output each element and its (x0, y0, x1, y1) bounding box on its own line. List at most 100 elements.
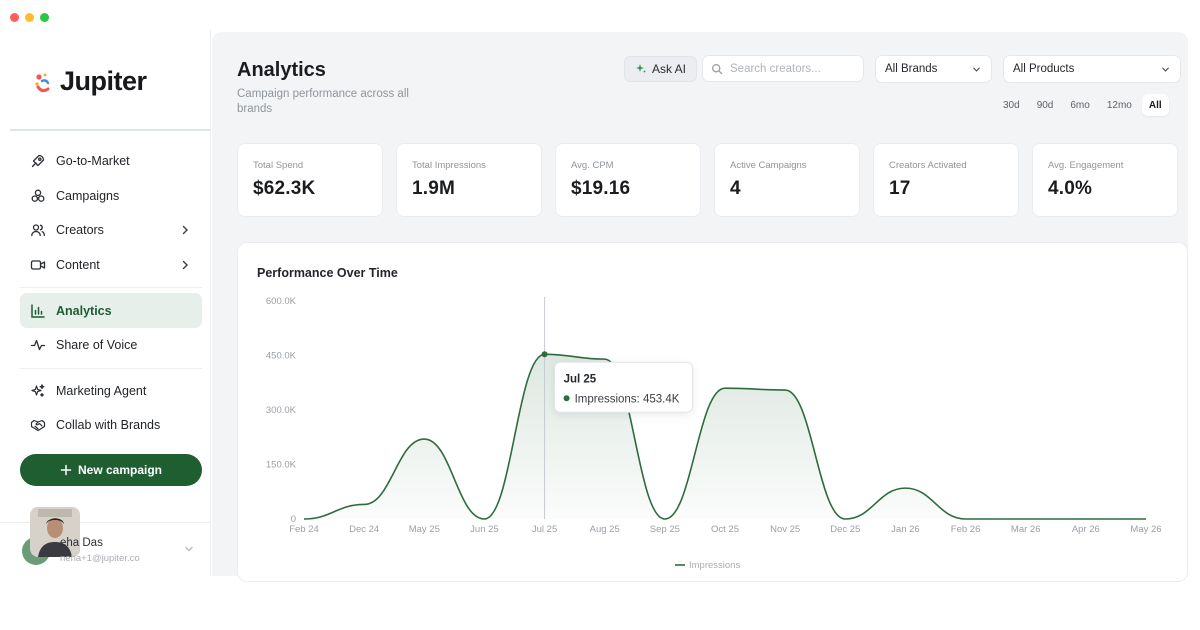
kpi-row: Total Spend $62.3K Total Impressions 1.9… (237, 143, 1178, 217)
kpi-card: Avg. Engagement 4.0% (1032, 143, 1178, 217)
ask-ai-button[interactable]: Ask AI (624, 56, 698, 82)
search-input[interactable] (730, 62, 850, 75)
video-icon (30, 260, 46, 270)
brand-filter-select[interactable]: All Brands (875, 55, 992, 83)
tooltip-value: Impressions: 453.4K (575, 393, 680, 405)
kpi-value: $62.3K (253, 178, 316, 199)
sidebar-item-marketing-agent[interactable]: Marketing Agent (20, 374, 202, 409)
kpi-label: Avg. Engagement (1048, 160, 1124, 171)
sidebar-item-label: Campaigns (56, 188, 120, 203)
x-tick-label: Oct 25 (711, 524, 739, 535)
nav-divider (20, 367, 202, 369)
x-tick-label: Nov 25 (770, 524, 800, 535)
person-photo-icon (30, 507, 80, 557)
sparkle-icon (636, 64, 646, 73)
y-tick-label: 600.0K (266, 296, 297, 307)
new-campaign-label: New campaign (77, 463, 163, 477)
chart-title: Performance Over Time (257, 266, 398, 280)
handshake-icon (30, 420, 46, 432)
tooltip-series-dot (563, 395, 570, 402)
legend-label[interactable]: Impressions (689, 560, 740, 571)
campaigns-icon (31, 189, 45, 202)
x-tick-label: Mar 26 (1011, 524, 1041, 535)
performance-chart-card: Performance Over Time 0 150.0K 300.0K 450.0… (237, 242, 1188, 582)
page-title: Analytics (237, 59, 326, 81)
kpi-card: Active Campaigns 4 (714, 143, 860, 217)
impressions-line (303, 353, 1146, 520)
x-tick-label: May 26 (1130, 524, 1161, 535)
y-tick-label: 450.0K (266, 351, 297, 362)
sidebar-nav: Go-to-Market Campaigns Creators Content … (20, 144, 202, 443)
x-tick-label: Jul 25 (532, 524, 557, 535)
range-30d[interactable]: 30d (1003, 99, 1020, 111)
new-campaign-button[interactable]: New campaign (20, 454, 202, 486)
kpi-value: 1.9M (412, 178, 456, 199)
main-content: Analytics Campaign performance across al… (212, 32, 1188, 582)
user-profile[interactable]: S eha Das neha+1@jupiter.co (0, 507, 210, 576)
kpi-card: Total Impressions 1.9M (396, 143, 542, 217)
range-6mo[interactable]: 6mo (1070, 99, 1090, 111)
chart-tooltip (554, 361, 694, 413)
brand-filter-value: All Brands (885, 63, 938, 75)
kpi-card: Total Spend $62.3K (237, 143, 383, 217)
kpi-value: 4.0% (1048, 178, 1093, 199)
search-icon (711, 63, 723, 74)
kpi-value: $19.16 (571, 178, 631, 199)
range-12mo[interactable]: 12mo (1106, 99, 1132, 111)
user-name: eha Das (60, 537, 103, 549)
brand-name: Jupiter (60, 66, 147, 96)
kpi-label: Avg. CPM (571, 160, 614, 171)
minimize-window-button[interactable] (25, 13, 34, 22)
product-filter-value: All Products (1013, 63, 1075, 75)
jupiter-logo-icon (35, 73, 50, 92)
y-tick-label: 0 (291, 514, 296, 525)
kpi-value: 17 (889, 178, 911, 199)
sidebar-item-creators[interactable]: Creators (20, 213, 202, 248)
window-controls (10, 13, 49, 22)
chevron-down-icon (1162, 67, 1169, 72)
highlight-point[interactable] (541, 351, 548, 358)
sidebar-divider (10, 129, 210, 131)
sidebar-item-label: Analytics (56, 303, 112, 318)
range-all[interactable]: All (1141, 94, 1169, 116)
x-tick-label: Dec 25 (830, 524, 860, 535)
x-tick-label: Feb 26 (951, 524, 981, 535)
page-subtitle: Campaign performance across all brands (237, 88, 409, 115)
sidebar-item-label: Creators (56, 223, 104, 238)
performance-chart[interactable]: 0 150.0K 300.0K 450.0K 600.0K Feb 24 Dec 24 May… (238, 243, 1189, 583)
kpi-label: Total Spend (253, 160, 304, 171)
sidebar-item-label: Marketing Agent (56, 383, 147, 398)
user-email: neha+1@jupiter.co (60, 553, 140, 564)
users-icon (31, 224, 45, 237)
sidebar-item-collab-with-brands[interactable]: Collab with Brands (20, 408, 202, 443)
y-tick-label: 150.0K (266, 460, 297, 471)
kpi-value: 4 (730, 178, 741, 199)
impressions-area (304, 354, 1146, 519)
range-90d[interactable]: 90d (1036, 99, 1054, 111)
sidebar-item-analytics[interactable]: Analytics (20, 293, 202, 328)
close-window-button[interactable] (10, 13, 19, 22)
tooltip-date: Jul 25 (564, 373, 597, 385)
product-filter-select[interactable]: All Products (1003, 55, 1181, 83)
x-tick-label: Jan 26 (891, 524, 920, 535)
bar-chart-icon (31, 303, 45, 318)
maximize-window-button[interactable] (40, 13, 49, 22)
x-tick-label: Aug 25 (590, 524, 620, 535)
kpi-card: Creators Activated 17 (873, 143, 1019, 217)
kpi-label: Total Impressions (412, 160, 486, 171)
sidebar-item-label: Go-to-Market (56, 154, 130, 169)
sidebar-item-campaigns[interactable]: Campaigns (20, 179, 202, 214)
sidebar-item-share-of-voice[interactable]: Share of Voice (20, 328, 202, 363)
chevron-right-icon (182, 260, 188, 269)
sidebar: Jupiter Go-to-Market Campaigns Creators … (0, 30, 211, 576)
search-box (702, 55, 864, 82)
x-tick-label: Feb 24 (289, 524, 319, 535)
time-range-selector: 30d 90d 6mo 12mo All (996, 94, 1169, 116)
sidebar-item-label: Content (56, 258, 100, 273)
chevron-down-icon[interactable] (183, 543, 195, 555)
sidebar-item-label: Collab with Brands (56, 418, 161, 433)
brand-logo[interactable]: Jupiter (32, 66, 147, 97)
sidebar-item-go-to-market[interactable]: Go-to-Market (20, 144, 202, 179)
sidebar-item-content[interactable]: Content (20, 248, 202, 283)
x-tick-label: May 25 (409, 524, 440, 535)
